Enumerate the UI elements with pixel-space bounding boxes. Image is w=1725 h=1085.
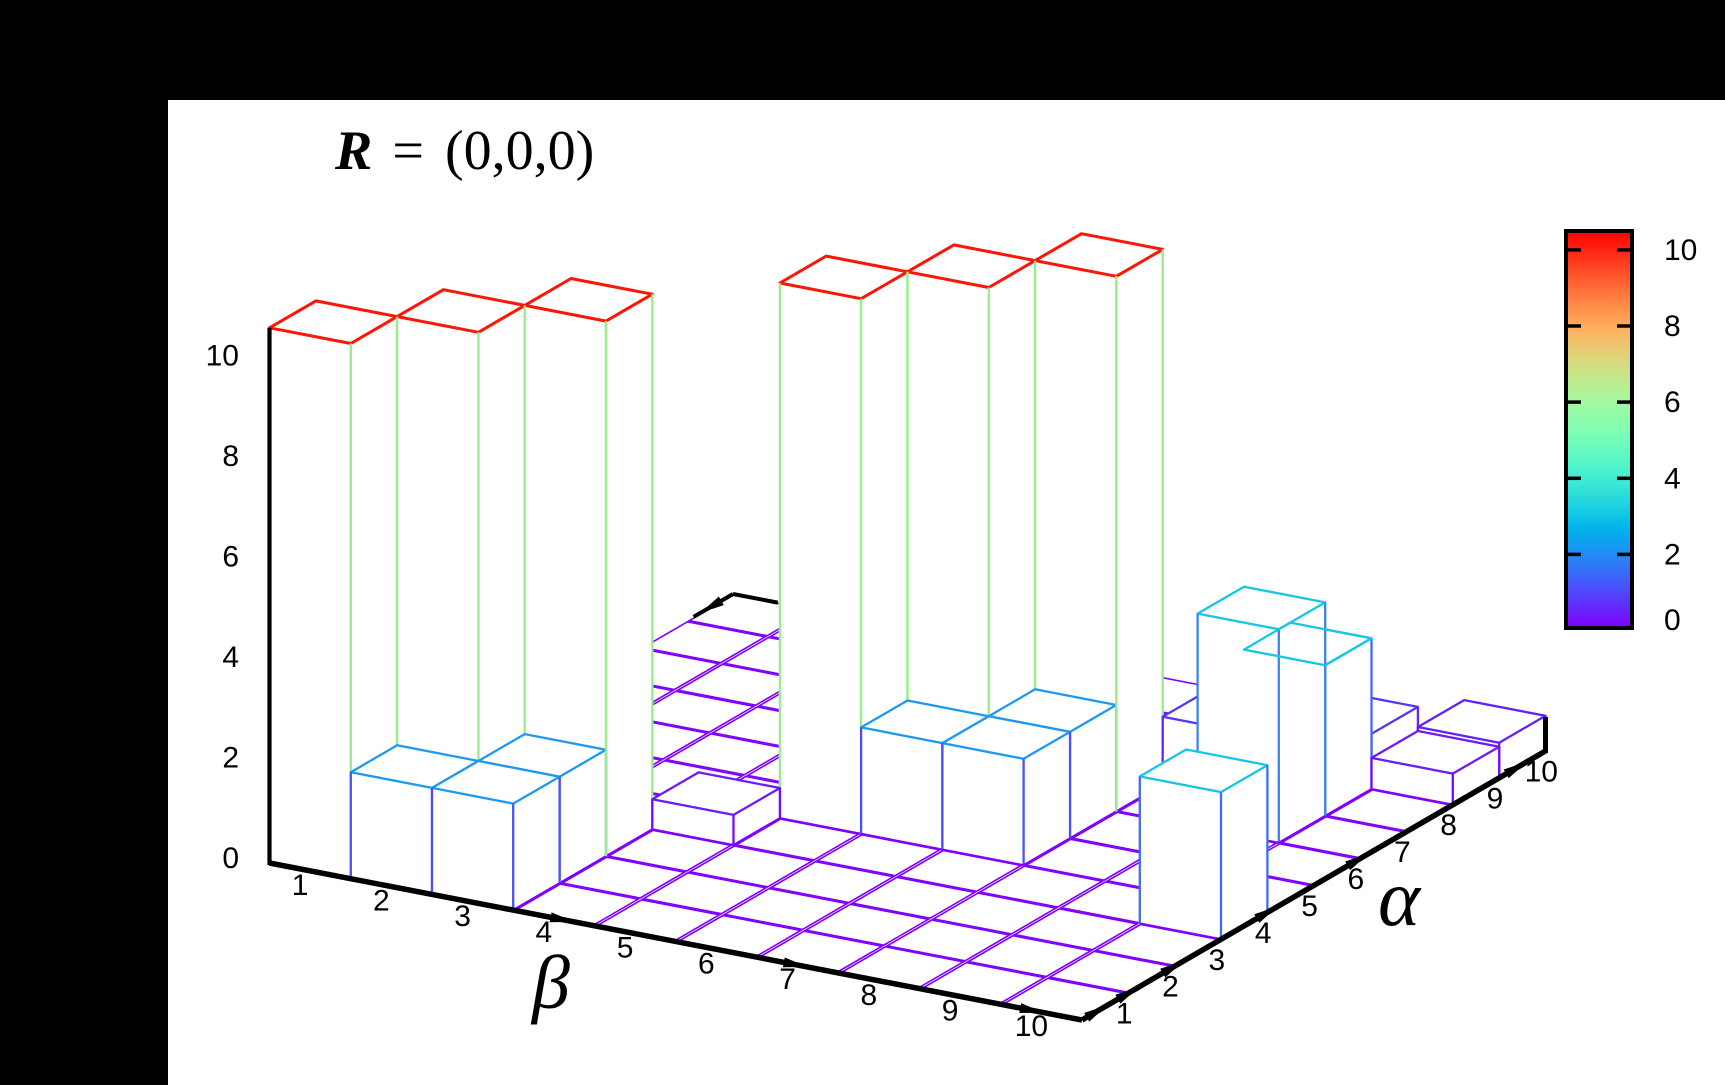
svg-text:2: 2: [1162, 971, 1179, 1004]
svg-text:4: 4: [1255, 917, 1272, 950]
svg-text:5: 5: [617, 932, 634, 965]
svg-text:5: 5: [1301, 890, 1318, 923]
svg-text:8: 8: [861, 979, 878, 1012]
svg-text:4: 4: [1664, 462, 1681, 495]
svg-text:0: 0: [222, 842, 239, 875]
svg-text:7: 7: [1394, 836, 1411, 869]
svg-text:4: 4: [536, 916, 553, 949]
svg-text:8: 8: [1440, 809, 1457, 842]
svg-text:6: 6: [222, 541, 239, 574]
svg-text:6: 6: [698, 947, 715, 980]
svg-text:6: 6: [1348, 863, 1365, 896]
svg-text:3: 3: [1209, 944, 1226, 977]
svg-text:10: 10: [1664, 234, 1697, 267]
svg-text:3: 3: [454, 900, 471, 933]
svg-text:10: 10: [1525, 756, 1558, 789]
svg-text:6: 6: [1664, 386, 1681, 419]
svg-text:2: 2: [373, 885, 390, 918]
svg-text:8: 8: [1664, 310, 1681, 343]
svg-text:β: β: [530, 941, 570, 1025]
svg-text:1: 1: [1116, 998, 1133, 1031]
svg-text:2: 2: [222, 742, 239, 775]
svg-text:4: 4: [222, 641, 239, 674]
svg-text:α: α: [1378, 855, 1422, 943]
svg-text:8: 8: [222, 440, 239, 473]
svg-text:7: 7: [779, 963, 796, 996]
svg-text:9: 9: [942, 995, 959, 1028]
svg-text:9: 9: [1487, 782, 1504, 815]
svg-text:1: 1: [292, 869, 309, 902]
svg-text:10: 10: [206, 340, 239, 373]
svg-text:R = (0,0,0): R = (0,0,0): [334, 120, 594, 182]
svg-text:2: 2: [1664, 538, 1681, 571]
svg-text:10: 10: [1015, 1010, 1048, 1043]
svg-text:0: 0: [1664, 604, 1681, 637]
